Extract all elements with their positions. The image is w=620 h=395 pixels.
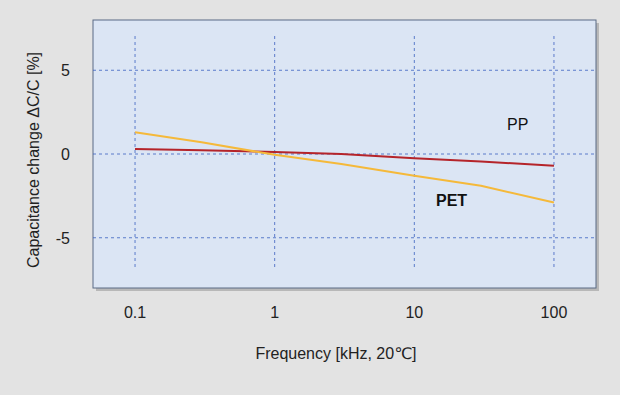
x-grid	[553, 36, 554, 270]
x-tick-label: 100	[541, 304, 568, 321]
x-tick-label: 0.1	[124, 304, 146, 321]
x-axis-label: Frequency [kHz, 20℃]	[255, 345, 416, 362]
series-group	[135, 132, 554, 202]
x-grid	[414, 36, 415, 270]
y-tick-label: 0	[61, 146, 70, 163]
series-line	[135, 149, 554, 166]
y-axis-label: Capacitance change ΔC/C [%]	[25, 52, 42, 268]
series-label: PET	[436, 192, 467, 209]
series-label: PP	[507, 116, 528, 133]
y-tick-label: -5	[56, 230, 70, 247]
chart: -5 0 5 0.1 1 10 100 Frequency [kHz, 20℃] Capacit…	[0, 0, 620, 395]
series-line	[135, 132, 554, 202]
y-grid	[93, 70, 596, 71]
x-grid	[135, 36, 136, 270]
x-tick-label: 1	[270, 304, 279, 321]
y-grid	[93, 237, 596, 238]
y-tick-label: 5	[61, 62, 70, 79]
x-tick-label: 10	[405, 304, 423, 321]
plot-area	[93, 20, 596, 288]
